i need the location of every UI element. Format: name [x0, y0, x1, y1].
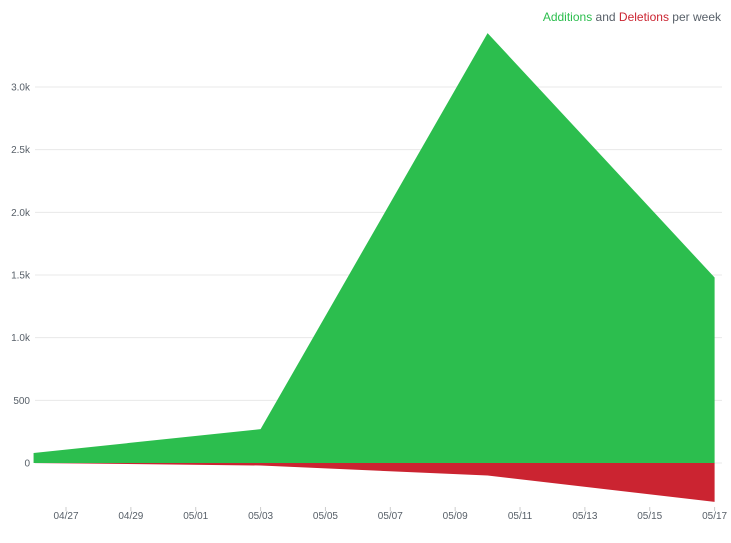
y-tick-label: 3.0k — [11, 83, 31, 94]
x-tick-label: 05/11 — [508, 511, 533, 522]
legend-deletions: Deletions — [618, 10, 669, 24]
x-tick-label: 05/13 — [572, 511, 597, 522]
deletions-area — [33, 463, 715, 502]
legend-suffix: per week — [672, 10, 721, 24]
x-tick-label: 05/15 — [637, 511, 662, 522]
chart-legend: Additions and Deletions per week — [543, 10, 721, 24]
x-tick-label: 05/17 — [702, 511, 727, 522]
additions-area — [33, 33, 715, 464]
legend-and: and — [595, 10, 616, 24]
x-tick-label: 04/29 — [118, 511, 143, 522]
x-tick-label: 04/27 — [53, 511, 78, 522]
y-tick-label: 500 — [13, 396, 30, 407]
x-tick-label: 05/03 — [248, 511, 273, 522]
y-tick-label: 2.5k — [11, 145, 31, 156]
x-tick-label: 05/07 — [378, 511, 403, 522]
legend-additions: Additions — [542, 10, 593, 24]
x-tick-label: 05/01 — [183, 511, 208, 522]
y-tick-label: 1.5k — [11, 271, 31, 282]
y-tick-label: 1.0k — [11, 333, 31, 344]
y-tick-label: 0 — [24, 459, 30, 470]
y-tick-label: 2.0k — [11, 208, 31, 219]
x-tick-label: 05/09 — [443, 511, 468, 522]
x-tick-label: 05/05 — [313, 511, 338, 522]
